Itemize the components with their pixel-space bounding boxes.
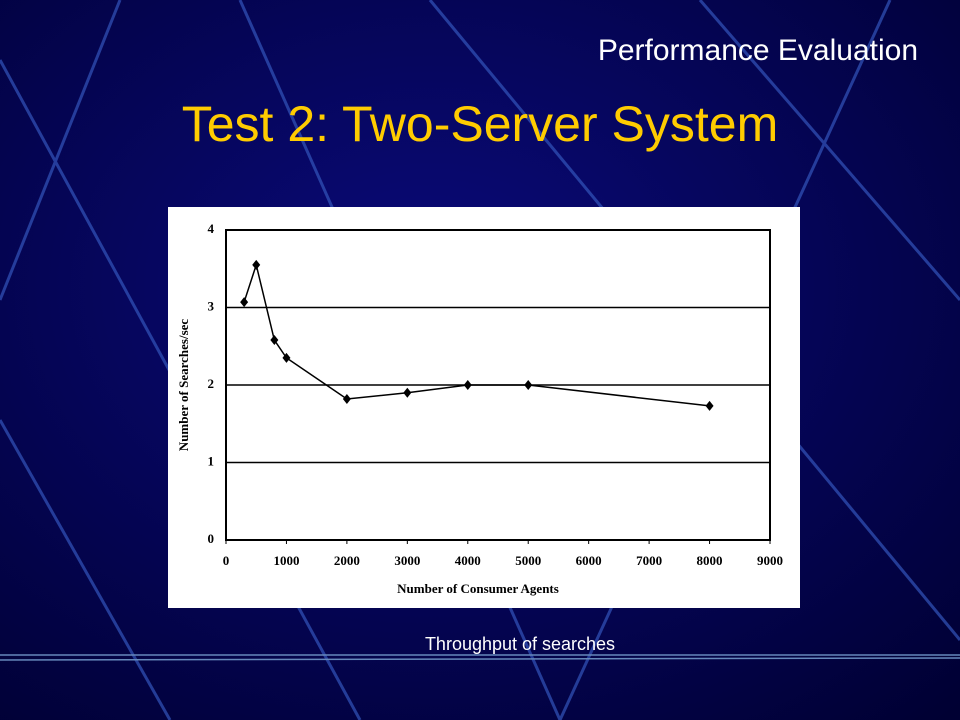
x-tick-label: 3000 [394,553,420,568]
x-tick-label: 0 [223,553,230,568]
chart: 0 1 2 3 4 0 1000 2000 3000 4000 5000 6000 7000 8000 90… [176,221,783,596]
data-point [270,335,279,346]
slide-title: Test 2: Two-Server System [182,96,778,152]
y-tick-label: 0 [208,531,215,546]
data-point [463,380,472,390]
y-tick-label: 1 [208,453,215,468]
x-tick-label: 4000 [455,553,481,568]
x-tick-label: 8000 [697,553,723,568]
x-tick-label: 2000 [334,553,360,568]
data-point [342,393,351,404]
data-point [252,259,261,270]
x-tick-label: 7000 [636,553,662,568]
data-point [524,380,533,390]
bottom-lines [0,654,960,661]
x-tick-label: 6000 [576,553,602,568]
y-axis-label: Number of Searches/sec [176,319,191,452]
y-tick-label: 3 [208,298,215,313]
data-point [403,387,412,398]
y-tick-label: 2 [208,376,215,391]
y-tick-label: 4 [208,221,215,236]
data-point [705,400,714,411]
x-tick-label: 9000 [757,553,783,568]
x-tick-label: 1000 [273,553,299,568]
data-point [240,297,249,308]
x-axis-label: Number of Consumer Agents [397,581,559,596]
data-point [282,352,291,363]
chart-background [168,207,800,608]
section-title: Performance Evaluation [598,34,918,67]
x-tick-label: 5000 [515,553,541,568]
caption: Throughput of searches [425,634,615,654]
